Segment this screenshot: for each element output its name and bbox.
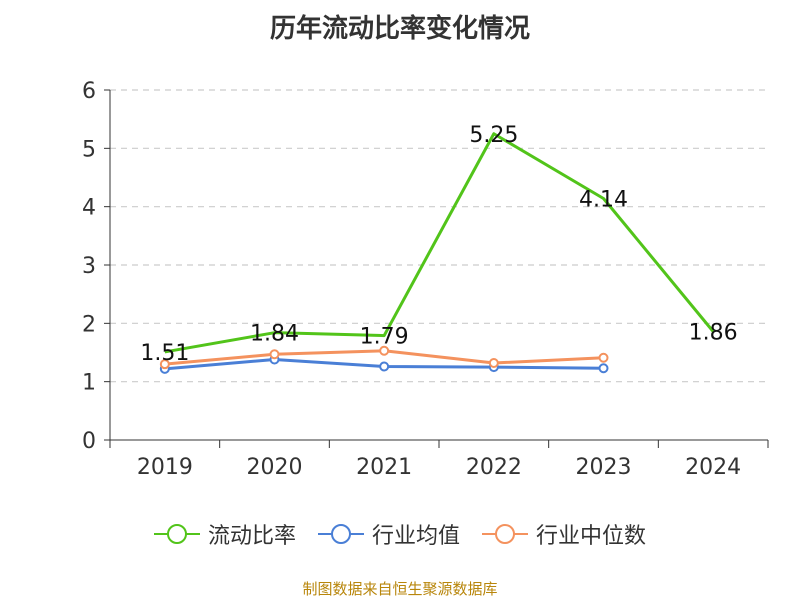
y-tick-label: 1 — [82, 371, 96, 396]
data-label: 4.14 — [579, 188, 628, 213]
legend-label: 行业均值 — [371, 524, 460, 549]
x-tick-label: 2019 — [137, 455, 193, 480]
series-line — [164, 132, 715, 354]
x-tick-label: 2022 — [466, 455, 522, 480]
x-tick-label: 2021 — [356, 455, 412, 480]
data-point — [379, 345, 390, 356]
legend: 流动比率 行业均值 行业中位数 — [0, 518, 800, 550]
legend-line-marker-icon — [317, 524, 364, 544]
data-point — [159, 359, 170, 370]
data-point — [598, 363, 609, 374]
x-tick-label: 2023 — [576, 455, 632, 480]
legend-line-marker-icon — [482, 524, 528, 544]
y-tick-label: 0 — [82, 429, 96, 454]
legend-item-industry-median[interactable]: 行业中位数 — [482, 518, 646, 550]
x-tick-label: 2020 — [247, 455, 303, 480]
legend-item-industry-mean[interactable]: 行业均值 — [317, 518, 460, 550]
legend-circle — [330, 524, 351, 544]
y-tick-label: 4 — [82, 196, 96, 221]
data-point — [488, 358, 499, 368]
data-point — [598, 352, 609, 363]
x-tick-label: 2024 — [685, 455, 741, 480]
chart-title: 历年流动比率变化情况 — [269, 14, 530, 44]
legend-circle — [166, 524, 187, 544]
data-label: 1.86 — [689, 321, 738, 346]
source-note: 制图数据来自恒生聚源数据库 — [302, 580, 498, 598]
y-tick-label: 6 — [82, 79, 96, 104]
y-tick-label: 2 — [82, 312, 96, 337]
y-tick-label: 5 — [82, 137, 96, 162]
legend-circle — [495, 524, 515, 544]
data-label: 1.51 — [140, 341, 189, 366]
data-label: 1.79 — [360, 325, 409, 350]
data-label: 5.25 — [469, 123, 518, 148]
data-label: 1.84 — [250, 322, 299, 347]
y-tick-label: 3 — [82, 254, 96, 279]
data-point — [269, 349, 280, 360]
legend-item-current-ratio[interactable]: 流动比率 — [153, 518, 296, 550]
data-point — [379, 361, 390, 372]
legend-label: 行业中位数 — [536, 524, 647, 549]
legend-line-marker-icon — [153, 524, 200, 544]
legend-label: 流动比率 — [207, 524, 296, 549]
